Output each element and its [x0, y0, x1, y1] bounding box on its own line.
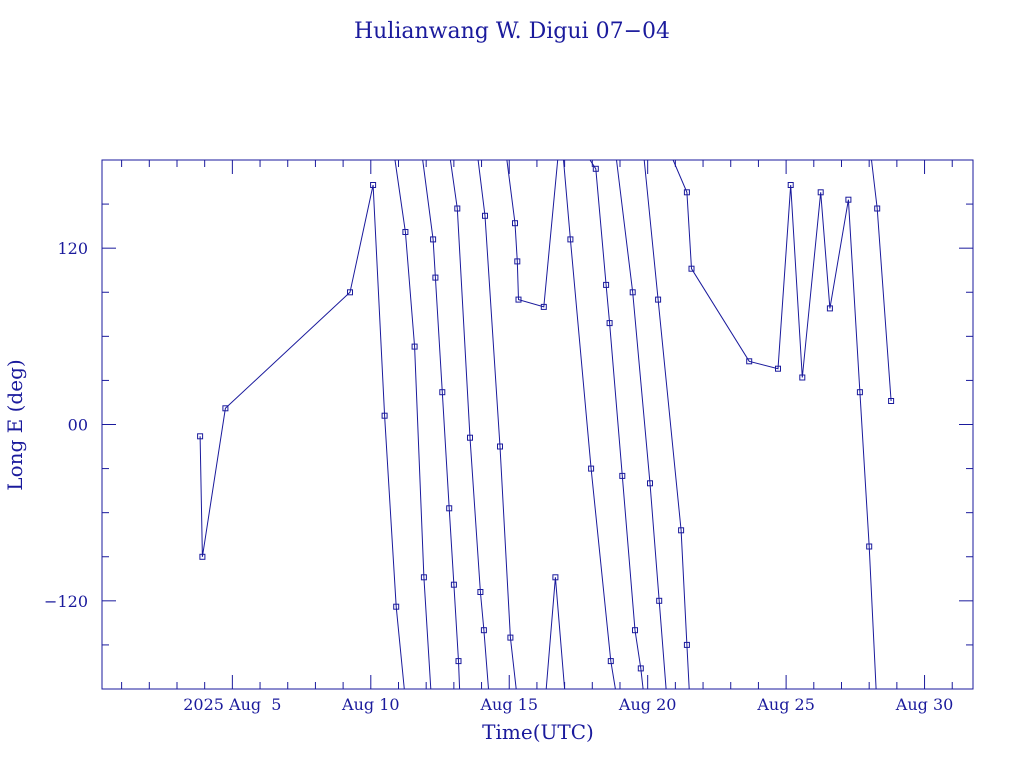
data-point: [402, 229, 409, 235]
data-point: [874, 205, 881, 212]
series-line-7: [545, 577, 566, 689]
data-point: [817, 189, 824, 196]
x-tick-label: Aug 10: [341, 695, 400, 714]
x-tick-label: Aug 25: [756, 695, 815, 714]
series-line-4: [449, 160, 489, 689]
data-point: [632, 627, 638, 634]
data-point: [514, 258, 521, 265]
data-point: [446, 505, 453, 512]
data-point: [393, 603, 400, 610]
x-tick-label: Aug 30: [895, 695, 954, 714]
x-axis: 2025 Aug 5 Aug 10 Aug 15 Aug 20 Aug 25 Aug 30: [121, 160, 954, 714]
data-point: [567, 236, 574, 243]
data-point: [683, 189, 690, 196]
data-point: [775, 365, 781, 372]
series-line-13: [871, 160, 892, 402]
data-point: [432, 274, 439, 281]
y-axis-label: Long E (deg): [3, 359, 27, 490]
x-axis-label: Time(UTC): [482, 720, 594, 744]
series-line-1: [199, 184, 405, 689]
data-point: [683, 641, 690, 648]
data-point: [430, 236, 437, 243]
data-point: [507, 634, 514, 641]
data-point: [606, 320, 613, 327]
y-tick-label: 120: [57, 239, 88, 258]
series-line-5: [477, 160, 517, 689]
data-point: [515, 296, 522, 303]
series-line-6: [506, 160, 559, 308]
x-tick-label: 2025 Aug 5: [183, 695, 281, 714]
data-point: [787, 182, 794, 188]
data-point: [799, 374, 806, 381]
data-point: [888, 398, 895, 404]
data-point: [655, 296, 662, 303]
data-point: [588, 465, 595, 472]
y-axis: 120 00 −120: [44, 203, 973, 646]
data-point: [477, 589, 484, 595]
x-tick-label: Aug 20: [618, 695, 677, 714]
data-point: [450, 581, 457, 588]
data-point: [603, 281, 610, 288]
series-line-12: [672, 160, 877, 689]
data-point: [480, 627, 487, 634]
series-line-9: [589, 160, 644, 689]
series-line-2: [394, 160, 432, 689]
data-point: [497, 443, 503, 450]
series-line-8: [563, 160, 616, 689]
data-point: [455, 658, 462, 665]
y-tick-label: 00: [68, 416, 88, 435]
data-point: [454, 205, 461, 212]
data-point: [826, 305, 833, 312]
data-point: [439, 389, 446, 396]
series-line-3: [422, 160, 461, 689]
plot-frame: [101, 159, 974, 690]
data-point: [381, 412, 388, 419]
y-tick-label: −120: [44, 592, 88, 611]
data-point: [856, 389, 863, 396]
data-point: [199, 553, 206, 560]
data-point: [347, 289, 353, 296]
data-point: [647, 480, 653, 487]
data-point: [197, 433, 204, 440]
data-point: [656, 597, 663, 604]
chart-title: Hulianwang W. Digui 07−04: [354, 19, 670, 44]
data-point: [512, 220, 518, 227]
data-point: [678, 527, 685, 534]
data-point: [222, 405, 229, 412]
data-point: [482, 212, 488, 219]
data-point: [845, 196, 852, 203]
data-point: [688, 265, 695, 272]
series-line-10: [616, 160, 667, 689]
data-point: [540, 303, 547, 310]
data-point: [467, 434, 473, 441]
data-point: [637, 665, 644, 672]
data-point: [370, 182, 377, 188]
data-point: [746, 358, 753, 365]
data-point: [607, 658, 614, 665]
data-point: [411, 343, 418, 350]
data-point: [552, 574, 559, 581]
data-point: [619, 472, 626, 479]
data-point: [866, 543, 873, 550]
series-line-11: [643, 160, 690, 689]
series-layer: [197, 160, 895, 689]
data-point: [629, 289, 636, 296]
data-point: [420, 574, 427, 581]
data-point: [592, 165, 599, 172]
x-tick-label: Aug 15: [479, 695, 538, 714]
